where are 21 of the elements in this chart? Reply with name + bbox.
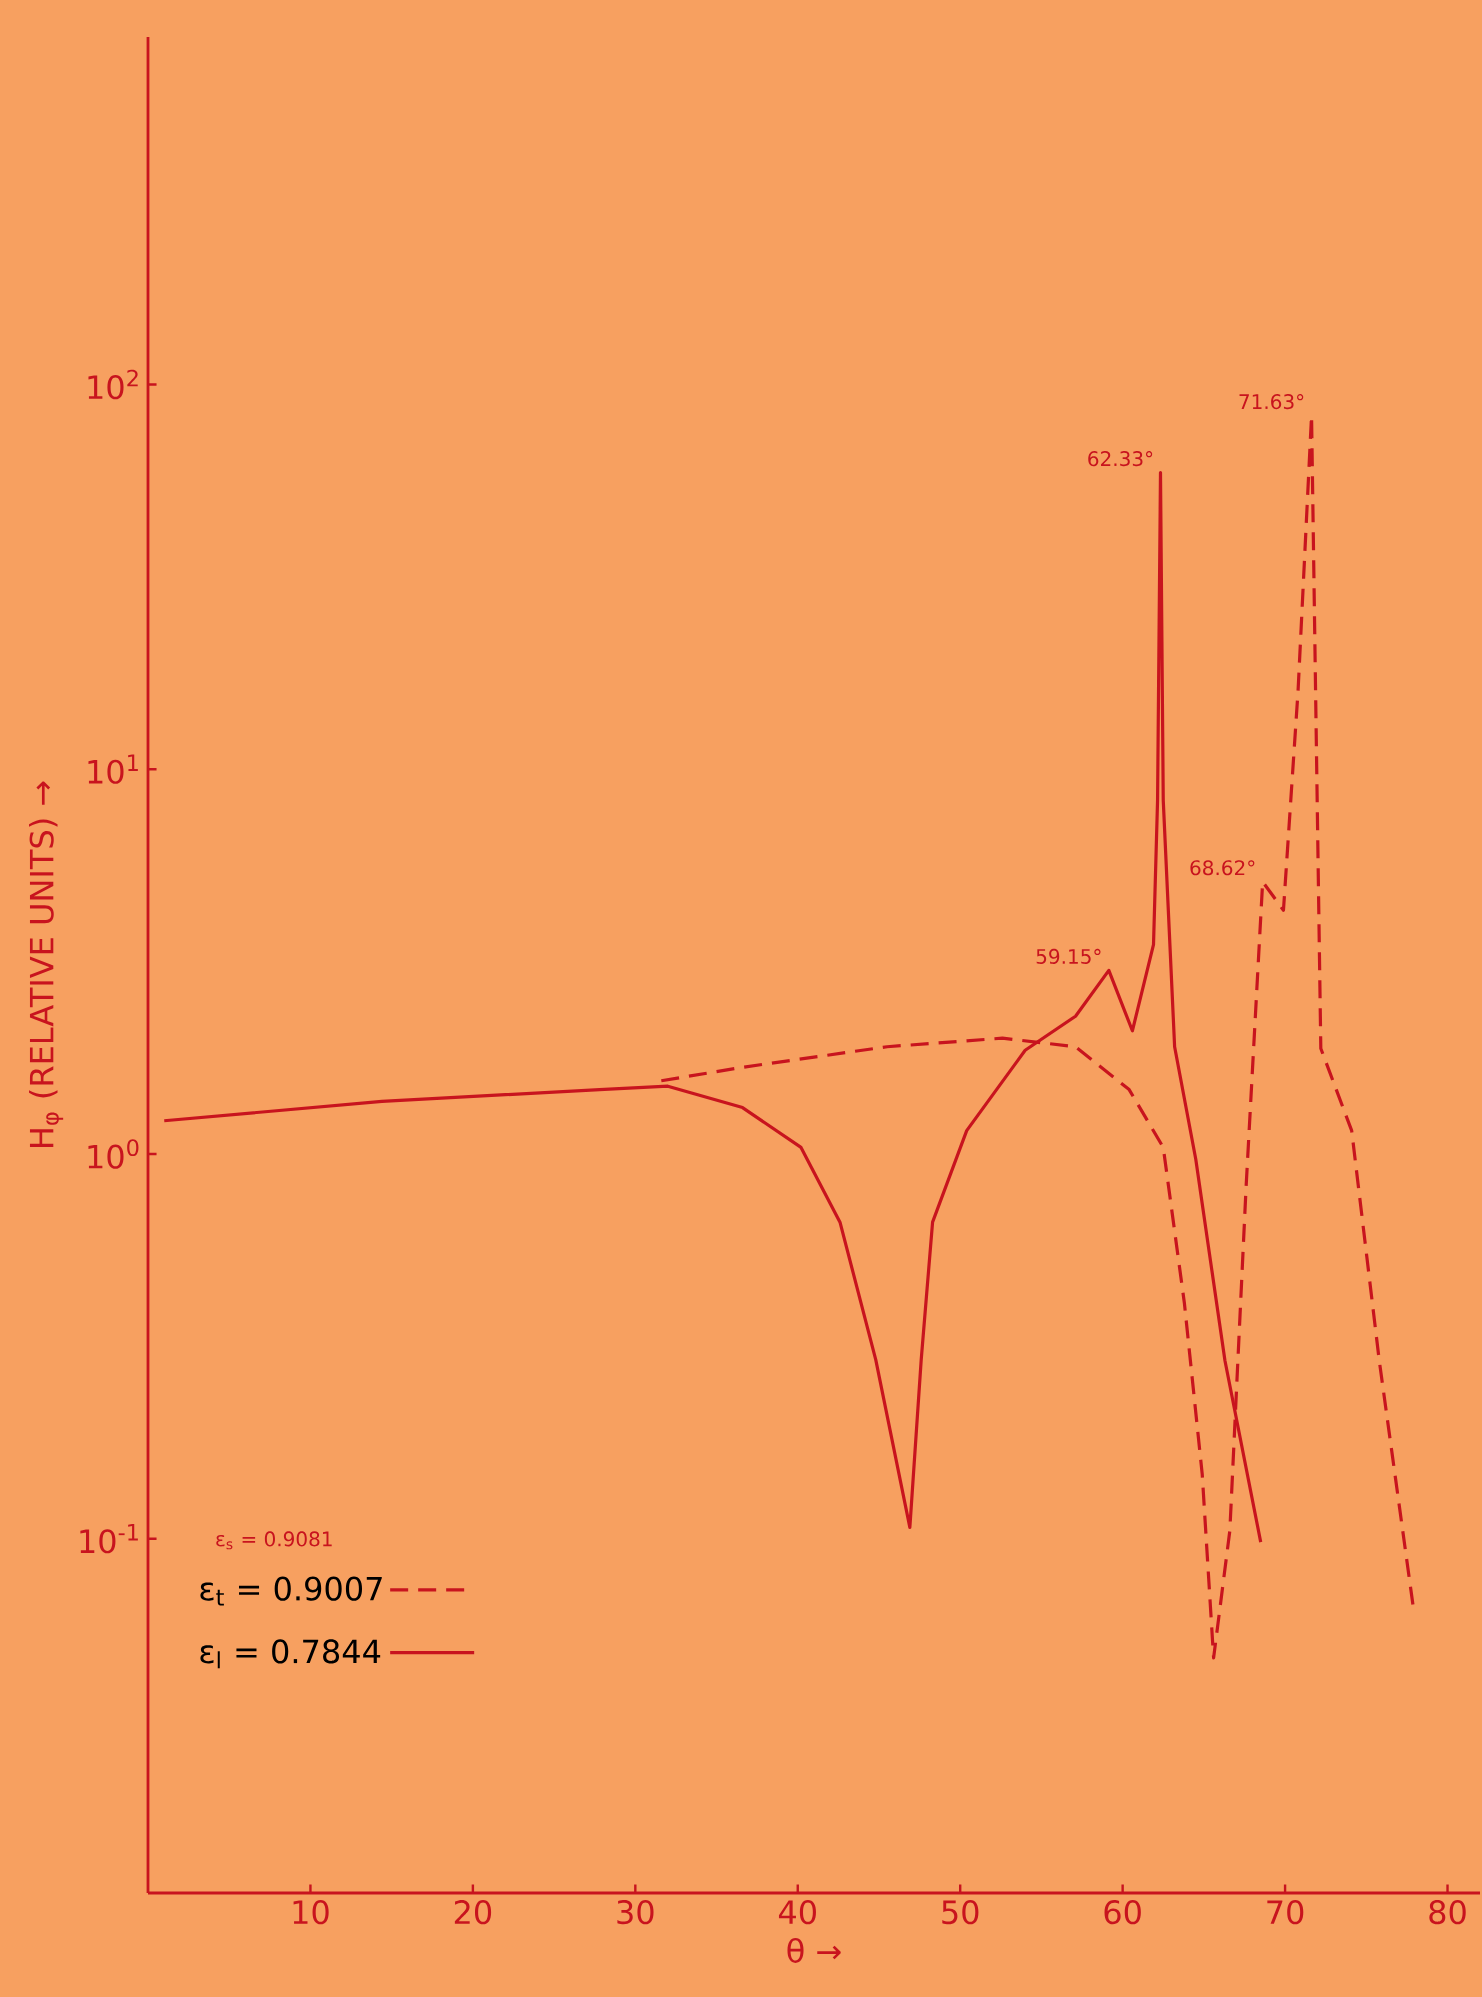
annotation: 59.15° [1036,948,1101,964]
x-tick-label: 40 [778,1900,816,1925]
y-tick-label: 10$^{-1}$ [80,1524,138,1554]
annotation: ε$_{s}$ = 0.9081 [216,1531,332,1550]
annotation: 68.62° [1190,860,1255,876]
y-tick-label: 10$^{2}$ [88,369,138,400]
annotation: 71.63° [1239,394,1304,410]
x-tick-label: 10 [293,1900,329,1925]
x-axis-title: θ → [787,1938,841,1963]
x-tick-label: 60 [1104,1900,1141,1925]
x-tick-label: 80 [1429,1900,1466,1925]
legend-label: ε$_{t}$ = 0.9007 [200,1576,382,1606]
x-tick-label: 20 [454,1900,492,1925]
x-tick-label: 30 [617,1900,654,1925]
x-tick-label: 70 [1267,1900,1304,1925]
x-tick-label: 50 [942,1900,979,1925]
y-axis-title: H$_{φ}$ (RELATIVE UNITS) → [29,781,64,1148]
annotation: 62.33° [1088,451,1153,467]
y-tick-label: 10$^{0}$ [88,1139,139,1169]
y-tick-label: 10$^{1}$ [88,754,138,784]
legend-label: ε$_{l}$ = 0.7844 [200,1639,381,1669]
